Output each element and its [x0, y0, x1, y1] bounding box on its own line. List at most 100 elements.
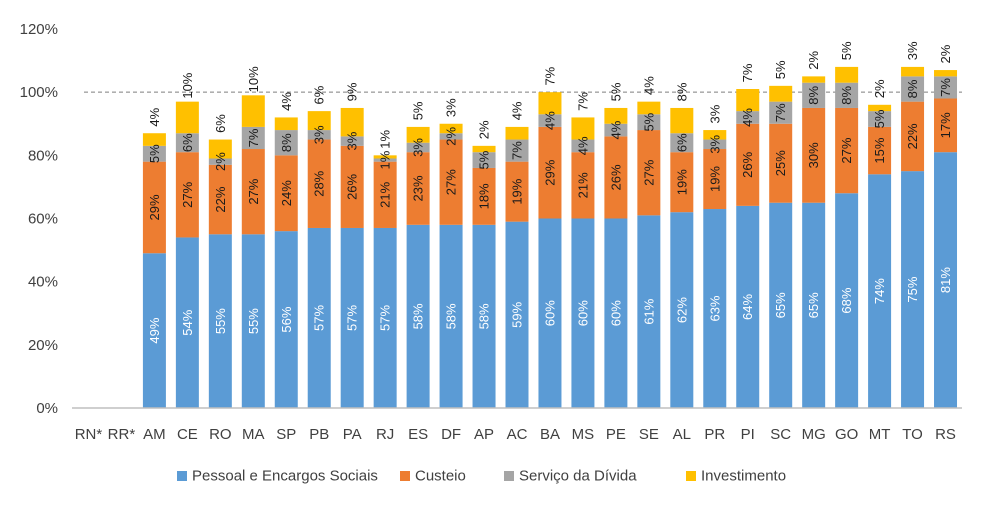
- bar-segment-MT-1: [868, 126, 892, 175]
- x-category-label: ES: [408, 426, 428, 443]
- data-label-MA-2: 7%: [246, 128, 261, 147]
- x-category-label: RJ: [376, 426, 394, 443]
- legend-label-2: Serviço da Dívida: [519, 468, 637, 485]
- bar-segment-PI-1: [736, 123, 760, 206]
- data-label-PA-2: 3%: [345, 131, 360, 150]
- bar-segment-RO-3: [208, 139, 232, 159]
- bar-segment-GO-2: [835, 82, 859, 108]
- data-label-RS-2: 7%: [938, 78, 953, 97]
- bar-segment-AP-1: [472, 167, 496, 225]
- data-label-SP-0: 56%: [279, 306, 294, 332]
- bar-segment-PR-1: [703, 149, 727, 210]
- data-label-AP-3: 2%: [477, 120, 492, 139]
- bar-segment-RJ-0: [373, 227, 397, 408]
- bar-segment-PI-3: [736, 89, 760, 112]
- data-label-PA-3: 9%: [345, 82, 360, 101]
- data-label-TO-1: 22%: [905, 123, 920, 149]
- bar-segment-RO-2: [208, 158, 232, 165]
- data-label-RS-0: 81%: [938, 267, 953, 293]
- data-label-DF-1: 27%: [444, 169, 459, 195]
- bar-segment-PB-1: [307, 139, 331, 228]
- bar-segment-PA-0: [340, 227, 364, 408]
- data-label-AC-2: 7%: [510, 141, 525, 160]
- bar-segment-MG-2: [802, 82, 826, 108]
- data-label-AC-3: 4%: [510, 101, 525, 120]
- data-label-GO-1: 27%: [839, 137, 854, 163]
- data-label-PR-0: 63%: [707, 295, 722, 321]
- bar-segment-MA-2: [241, 126, 265, 150]
- data-label-MT-2: 5%: [872, 109, 887, 128]
- data-label-TO-0: 75%: [905, 276, 920, 302]
- data-label-AM-0: 49%: [147, 317, 162, 343]
- bar-segment-DF-2: [439, 133, 463, 140]
- bar-segment-AP-2: [472, 152, 496, 168]
- data-label-RJ-3: 1%: [378, 130, 393, 149]
- bar-segment-SE-1: [637, 130, 661, 216]
- legend-label-0: Pessoal e Encargos Sociais: [192, 468, 378, 485]
- bar-segment-AL-3: [670, 107, 694, 134]
- data-label-BA-3: 7%: [542, 66, 557, 85]
- data-label-CE-3: 10%: [180, 72, 195, 98]
- data-label-RO-0: 55%: [213, 308, 228, 334]
- data-label-PE-1: 26%: [608, 164, 623, 190]
- bar-segment-RJ-1: [373, 161, 397, 228]
- data-label-MG-1: 30%: [806, 142, 821, 168]
- data-label-PI-3: 7%: [740, 63, 755, 82]
- bar-segment-PR-3: [703, 130, 727, 140]
- x-category-label: AC: [507, 426, 528, 443]
- data-label-SC-0: 65%: [773, 292, 788, 318]
- data-label-GO-2: 8%: [839, 85, 854, 104]
- data-label-BA-2: 4%: [542, 111, 557, 130]
- data-label-MS-1: 21%: [575, 172, 590, 198]
- x-category-label: PB: [309, 426, 329, 443]
- data-label-SE-3: 4%: [641, 76, 656, 95]
- y-tick-label: 100%: [20, 84, 58, 101]
- data-label-PE-0: 60%: [608, 300, 623, 326]
- bar-segment-PA-1: [340, 145, 364, 228]
- data-label-RJ-2: 1%: [378, 150, 393, 169]
- legend-swatch-1: [400, 471, 410, 481]
- data-label-MT-0: 74%: [872, 278, 887, 304]
- data-label-RS-3: 2%: [938, 44, 953, 63]
- bar-segment-MG-3: [802, 76, 826, 83]
- legend-label-1: Custeio: [415, 468, 466, 485]
- bar-segment-AP-0: [472, 224, 496, 408]
- bar-segment-RO-1: [208, 164, 232, 235]
- bar-segment-DF-0: [439, 224, 463, 408]
- bar-segment-RS-1: [934, 98, 958, 153]
- data-label-AP-0: 58%: [477, 303, 492, 329]
- data-label-PI-1: 26%: [740, 151, 755, 177]
- x-category-label: AL: [673, 426, 691, 443]
- data-label-AM-2: 5%: [147, 144, 162, 163]
- bar-segment-MS-2: [571, 139, 595, 153]
- bar-segment-AM-0: [142, 253, 166, 408]
- legend-label-3: Investimento: [701, 468, 786, 485]
- bar-segment-SE-3: [637, 101, 661, 115]
- x-category-label: CE: [177, 426, 198, 443]
- y-tick-label: 20%: [28, 337, 58, 354]
- data-label-SE-2: 5%: [641, 112, 656, 131]
- bar-segment-BA-0: [538, 218, 562, 408]
- bar-segment-CE-0: [175, 237, 199, 408]
- bar-segment-AM-1: [142, 161, 166, 254]
- data-label-SP-2: 8%: [279, 133, 294, 152]
- data-label-TO-2: 8%: [905, 79, 920, 98]
- data-label-AC-0: 59%: [510, 301, 525, 327]
- data-label-PB-1: 28%: [312, 170, 327, 196]
- bar-segment-PI-0: [736, 205, 760, 408]
- bar-segment-PA-2: [340, 136, 364, 146]
- bar-segment-AC-3: [505, 126, 529, 140]
- legend-swatch-2: [504, 471, 514, 481]
- y-tick-label: 60%: [28, 211, 58, 228]
- data-label-SC-2: 7%: [773, 103, 788, 122]
- bar-segment-PB-0: [307, 227, 331, 408]
- data-label-RO-3: 6%: [213, 114, 228, 133]
- data-label-CE-1: 27%: [180, 181, 195, 207]
- bar-segment-TO-3: [901, 66, 925, 77]
- bar-segment-AL-0: [670, 212, 694, 408]
- data-label-PA-0: 57%: [345, 305, 360, 331]
- x-category-label: AM: [143, 426, 166, 443]
- bar-segment-MA-0: [241, 234, 265, 408]
- data-label-PI-0: 64%: [740, 293, 755, 319]
- data-label-PE-3: 5%: [608, 82, 623, 101]
